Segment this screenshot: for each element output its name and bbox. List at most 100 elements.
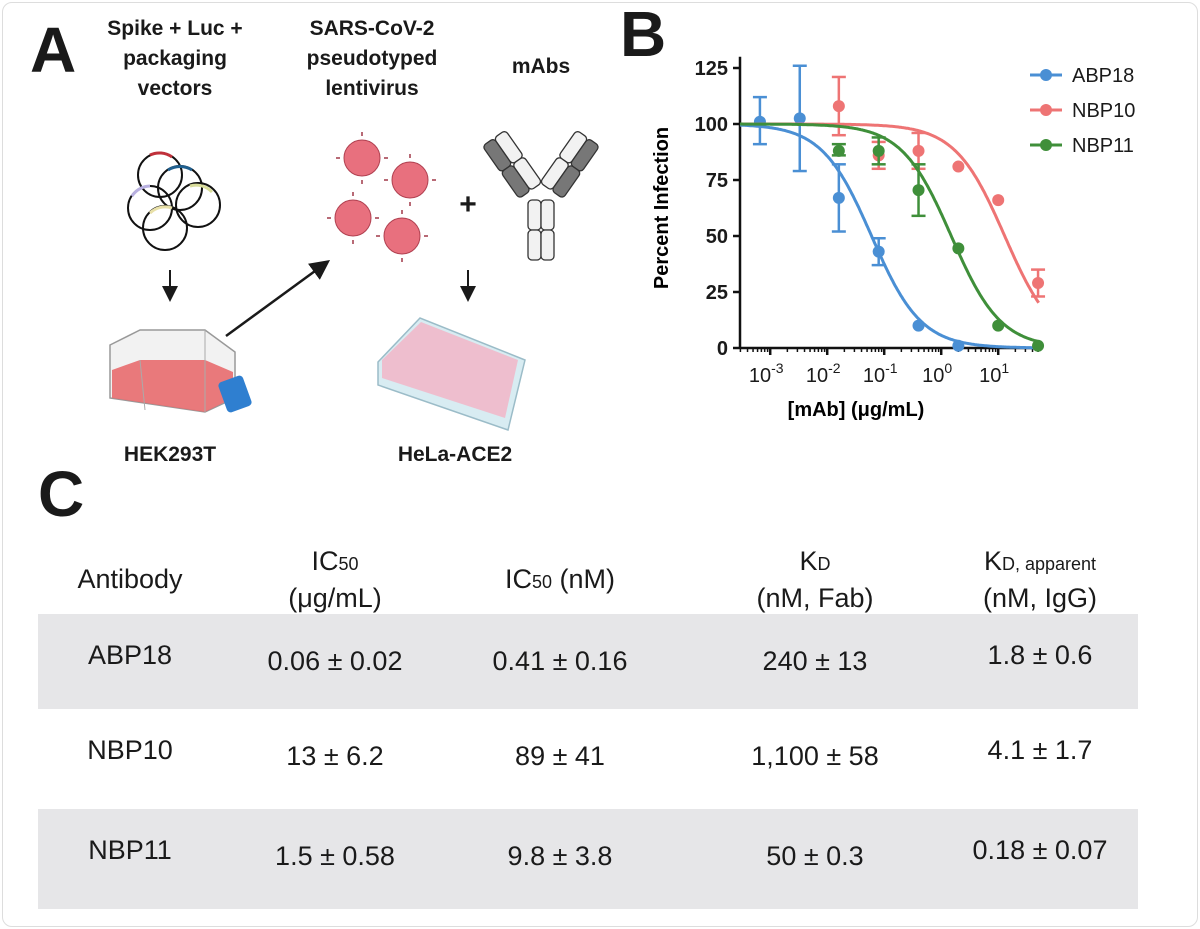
cell-ic50-nm: 89 ± 41	[515, 741, 605, 771]
step1-line: Spike + Luc +	[107, 17, 243, 40]
header-text: Antibody	[77, 564, 183, 594]
data-point-nbp11	[912, 184, 925, 197]
header-text: K	[983, 546, 1002, 576]
data-point-abp18	[912, 319, 925, 332]
y-tick-label: 100	[695, 114, 728, 136]
cell1-label: HEK293T	[123, 443, 217, 466]
header-subscript: D	[817, 554, 831, 574]
step1-line: packaging	[123, 47, 227, 70]
y-tick-label: 25	[706, 282, 728, 304]
data-point-abp18	[952, 339, 965, 352]
step1-line: vectors	[137, 77, 213, 100]
data-point-nbp10	[1032, 277, 1045, 290]
dose-response-chart: Percent Infection [mAb] (μg/mL) 0 25 50 75 1…	[651, 56, 1135, 421]
data-point-nbp11	[832, 144, 845, 157]
header-ic50-nm: IC50 (nM)	[505, 562, 615, 599]
data-point-abp18	[753, 115, 766, 128]
legend-label: NBP11	[1072, 135, 1134, 157]
header-subscript: 50	[531, 572, 553, 592]
data-point-nbp11	[872, 144, 885, 157]
table-header: Antibody IC50 (μg/mL) IC50 (nM) KD (nM, …	[38, 540, 1138, 614]
table-row: ABP18 0.06 ± 0.02 0.41 ± 0.16 240 ± 13 1…	[38, 614, 1138, 709]
cell-antibody: NBP10	[87, 735, 173, 765]
y-tick-label: 75	[706, 170, 728, 192]
legend-label: ABP18	[1072, 65, 1134, 87]
step2-line: SARS-CoV-2	[309, 17, 435, 40]
arrow-diagonal-icon	[225, 260, 331, 338]
table-row: NBP10 13 ± 6.2 89 ± 41 1,100 ± 58 4.1 ± …	[38, 709, 1138, 809]
legend-marker	[1040, 104, 1052, 116]
data-point-abp18	[832, 191, 845, 204]
cell-ic50-ugml: 1.5 ± 0.58	[275, 841, 395, 871]
step3-label: mAbs	[511, 55, 571, 78]
flask-icon	[109, 329, 252, 413]
step2-line: pseudotyped	[306, 47, 438, 70]
cell-ic50-nm: 9.8 ± 3.8	[507, 841, 613, 871]
cell-ic50-ugml: 0.06 ± 0.02	[267, 646, 403, 676]
cell-ic50-ugml: 13 ± 6.2	[286, 741, 384, 771]
header-kd-igg: KD, apparent (nM, IgG)	[983, 544, 1097, 615]
plus-sign: +	[459, 188, 477, 221]
header-subscript: 50	[338, 554, 359, 574]
data-point-nbp11	[992, 319, 1005, 332]
cell-kd-igg: 0.18 ± 0.07	[972, 835, 1108, 865]
well-plate-icon	[377, 317, 526, 431]
x-tick-label: 10-3	[749, 360, 784, 387]
x-tick-label: 101	[979, 360, 1009, 387]
data-point-nbp11	[952, 242, 965, 255]
cell-kd-fab: 1,100 ± 58	[751, 741, 879, 771]
header-unit: (nM, Fab)	[756, 583, 874, 613]
cell-antibody: ABP18	[87, 640, 173, 670]
header-text: IC	[504, 564, 532, 594]
y-tick-label: 50	[706, 226, 728, 248]
x-tick-label: 100	[922, 360, 952, 387]
legend-label: NBP10	[1072, 100, 1135, 122]
data-point-nbp10	[832, 100, 845, 113]
header-unit: (μg/mL)	[288, 583, 382, 613]
antibody-icon	[483, 131, 599, 261]
cell2-label: HeLa-ACE2	[397, 443, 513, 466]
x-axis-label: [mAb] (μg/mL)	[788, 399, 925, 421]
fit-curve-abp18	[740, 123, 1039, 350]
header-unit: (nM, IgG)	[982, 583, 1098, 613]
cell-kd-fab: 50 ± 0.3	[766, 841, 864, 871]
virus-icon	[327, 132, 436, 262]
header-kd-fab: KD (nM, Fab)	[756, 544, 873, 615]
panel-label-c: C	[38, 458, 85, 530]
cell-ic50-nm: 0.41 ± 0.16	[492, 646, 628, 676]
header-unit: (nM)	[552, 564, 616, 594]
cell-antibody: NBP11	[88, 835, 172, 865]
header-text: K	[799, 546, 818, 576]
panel-label-a: A	[30, 14, 77, 86]
data-point-abp18	[872, 245, 885, 258]
table-row: NBP11 1.5 ± 0.58 9.8 ± 3.8 50 ± 0.3 0.18…	[38, 809, 1138, 909]
step2-line: lentivirus	[325, 77, 419, 100]
header-text: IC	[311, 546, 339, 576]
data-point-nbp10	[912, 144, 925, 157]
legend-marker	[1040, 69, 1052, 81]
legend-marker	[1040, 139, 1052, 151]
data-point-nbp10	[992, 194, 1005, 207]
data-point-nbp11	[1032, 339, 1045, 352]
workflow-diagram: +	[109, 131, 599, 431]
header-subscript: D, apparent	[1001, 554, 1097, 574]
y-tick-label: 125	[695, 58, 728, 80]
cell-kd-igg: 1.8 ± 0.6	[987, 640, 1093, 670]
y-tick-label: 0	[717, 338, 728, 360]
x-tick-label: 10-2	[806, 360, 841, 387]
cell-kd-igg: 4.1 ± 1.7	[987, 735, 1093, 765]
data-point-abp18	[793, 112, 806, 125]
header-ic50-ugml: IC50 (μg/mL)	[288, 544, 382, 615]
y-axis-label: Percent Infection	[651, 127, 673, 289]
cell-kd-fab: 240 ± 13	[762, 646, 868, 676]
antibody-table: Antibody IC50 (μg/mL) IC50 (nM) KD (nM, …	[38, 540, 1138, 909]
plasmid-icon	[127, 151, 221, 251]
panel-label-b: B	[620, 0, 667, 70]
data-point-nbp10	[952, 160, 965, 173]
step1-label: Spike + Luc + packaging vectors	[107, 14, 242, 104]
x-tick-label: 10-1	[863, 360, 898, 387]
header-antibody: Antibody	[77, 562, 182, 596]
step2-label: SARS-CoV-2 pseudotyped lentivirus	[307, 14, 438, 104]
fit-curve-nbp11	[740, 122, 1040, 344]
